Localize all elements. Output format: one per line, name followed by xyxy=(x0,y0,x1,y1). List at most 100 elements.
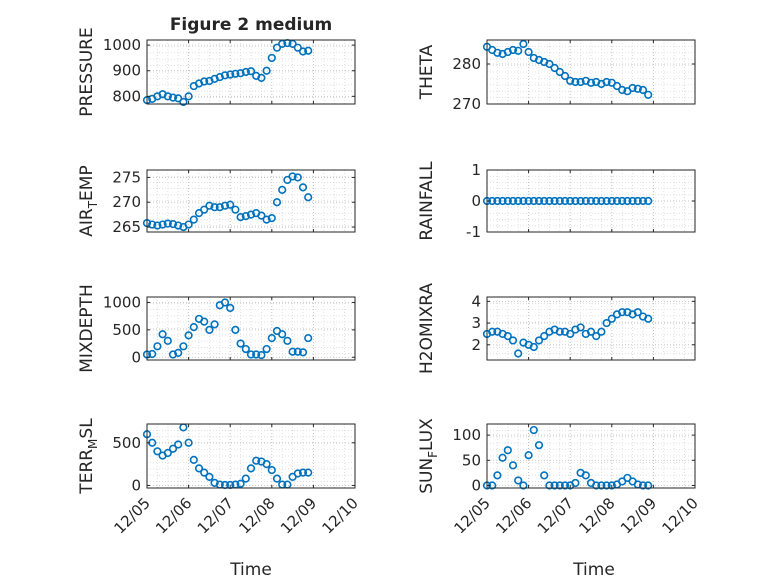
y-tick-label: 3 xyxy=(471,314,481,332)
y-axis-label: AIRTEMP xyxy=(77,165,100,236)
data-point xyxy=(236,339,245,348)
data-point xyxy=(644,314,653,323)
data-point xyxy=(503,446,512,455)
data-point xyxy=(304,333,313,343)
data-point xyxy=(241,212,250,221)
subplot-sun-flux: 0 50 100 SUNFLUX 12/0512/0612/0712/0812/0912… xyxy=(417,418,702,538)
data-point xyxy=(163,92,172,101)
data-point xyxy=(262,215,271,224)
data-point xyxy=(220,71,230,80)
data-point xyxy=(638,196,648,206)
data-point xyxy=(602,77,611,87)
data-point xyxy=(200,205,209,214)
tick-marks xyxy=(146,424,356,488)
data-point xyxy=(602,318,611,328)
data-point xyxy=(644,196,653,206)
data-point xyxy=(174,348,183,357)
data-point xyxy=(163,219,172,228)
data-point xyxy=(581,471,590,480)
x-tick-label: 12/09 xyxy=(617,494,660,537)
tick-marks xyxy=(486,424,696,488)
y-axis-label: PRESSURE xyxy=(77,27,97,116)
plot-area xyxy=(147,424,355,488)
data-point xyxy=(586,196,596,206)
y-tick-label: 265 xyxy=(112,218,141,236)
data-point xyxy=(493,48,502,57)
data-point xyxy=(288,347,297,356)
data-point xyxy=(231,69,240,78)
data-point xyxy=(560,71,570,81)
data-point xyxy=(498,453,507,462)
data-point xyxy=(602,196,611,206)
data-point xyxy=(592,481,601,490)
y-tick-label: 500 xyxy=(112,321,141,339)
data-series-pressure xyxy=(142,38,313,107)
data-point xyxy=(262,66,271,75)
data-point xyxy=(168,444,178,453)
data-point xyxy=(272,43,282,52)
data-point xyxy=(298,348,308,357)
tick-marks xyxy=(146,297,356,360)
data-point xyxy=(215,203,224,212)
data-point xyxy=(252,350,261,359)
data-series-rainfall xyxy=(482,196,653,206)
data-point xyxy=(293,347,302,356)
data-point xyxy=(298,183,308,192)
x-tick-label: 12/08 xyxy=(575,494,618,537)
x-tick-label: 12/05 xyxy=(111,494,154,537)
data-point xyxy=(633,196,642,206)
data-point xyxy=(586,327,596,336)
data-point xyxy=(298,468,308,477)
y-tick-label: 1000 xyxy=(103,36,141,54)
data-point xyxy=(555,327,564,336)
y-tick-label: 0 xyxy=(131,348,141,366)
y-axis-label: TERRMSL xyxy=(77,418,100,495)
data-point xyxy=(602,481,611,490)
data-point xyxy=(288,39,297,48)
data-point xyxy=(252,456,261,465)
data-point xyxy=(246,350,256,359)
data-point xyxy=(571,478,580,488)
data-point xyxy=(272,198,282,207)
data-series-sun-flux xyxy=(482,425,653,490)
data-point xyxy=(514,46,523,55)
data-point xyxy=(304,468,313,477)
x-tick-label: 12/05 xyxy=(451,494,494,537)
y-axis-label: THETA xyxy=(417,44,437,100)
data-point xyxy=(153,342,162,351)
data-point xyxy=(592,332,601,341)
data-point xyxy=(288,172,297,181)
data-point xyxy=(618,196,627,206)
y-tick-label: 1 xyxy=(471,161,481,179)
data-point xyxy=(184,331,193,340)
y-tick-label: 100 xyxy=(452,426,481,444)
data-point xyxy=(545,196,554,206)
data-point xyxy=(555,196,564,206)
data-point xyxy=(571,77,580,87)
data-point xyxy=(148,349,157,359)
data-point xyxy=(257,350,266,360)
data-point xyxy=(293,43,302,52)
data-point xyxy=(231,325,240,334)
data-point xyxy=(189,323,198,332)
x-tick-label: 12/07 xyxy=(534,494,577,537)
data-point xyxy=(555,67,564,77)
data-point xyxy=(545,59,554,69)
data-point xyxy=(163,336,172,345)
data-point xyxy=(612,81,622,91)
data-point xyxy=(560,196,570,206)
data-point xyxy=(488,327,497,336)
data-point xyxy=(633,84,642,93)
axes-box xyxy=(486,296,696,361)
data-point xyxy=(163,448,172,458)
data-point xyxy=(200,468,209,477)
data-point xyxy=(293,173,302,182)
axes-box xyxy=(146,39,356,105)
x-tick-label: 12/06 xyxy=(492,494,535,537)
data-point xyxy=(633,308,642,317)
data-point xyxy=(205,325,214,334)
data-point xyxy=(519,39,528,49)
y-tick-label: -1 xyxy=(466,223,481,241)
data-point xyxy=(304,193,313,202)
